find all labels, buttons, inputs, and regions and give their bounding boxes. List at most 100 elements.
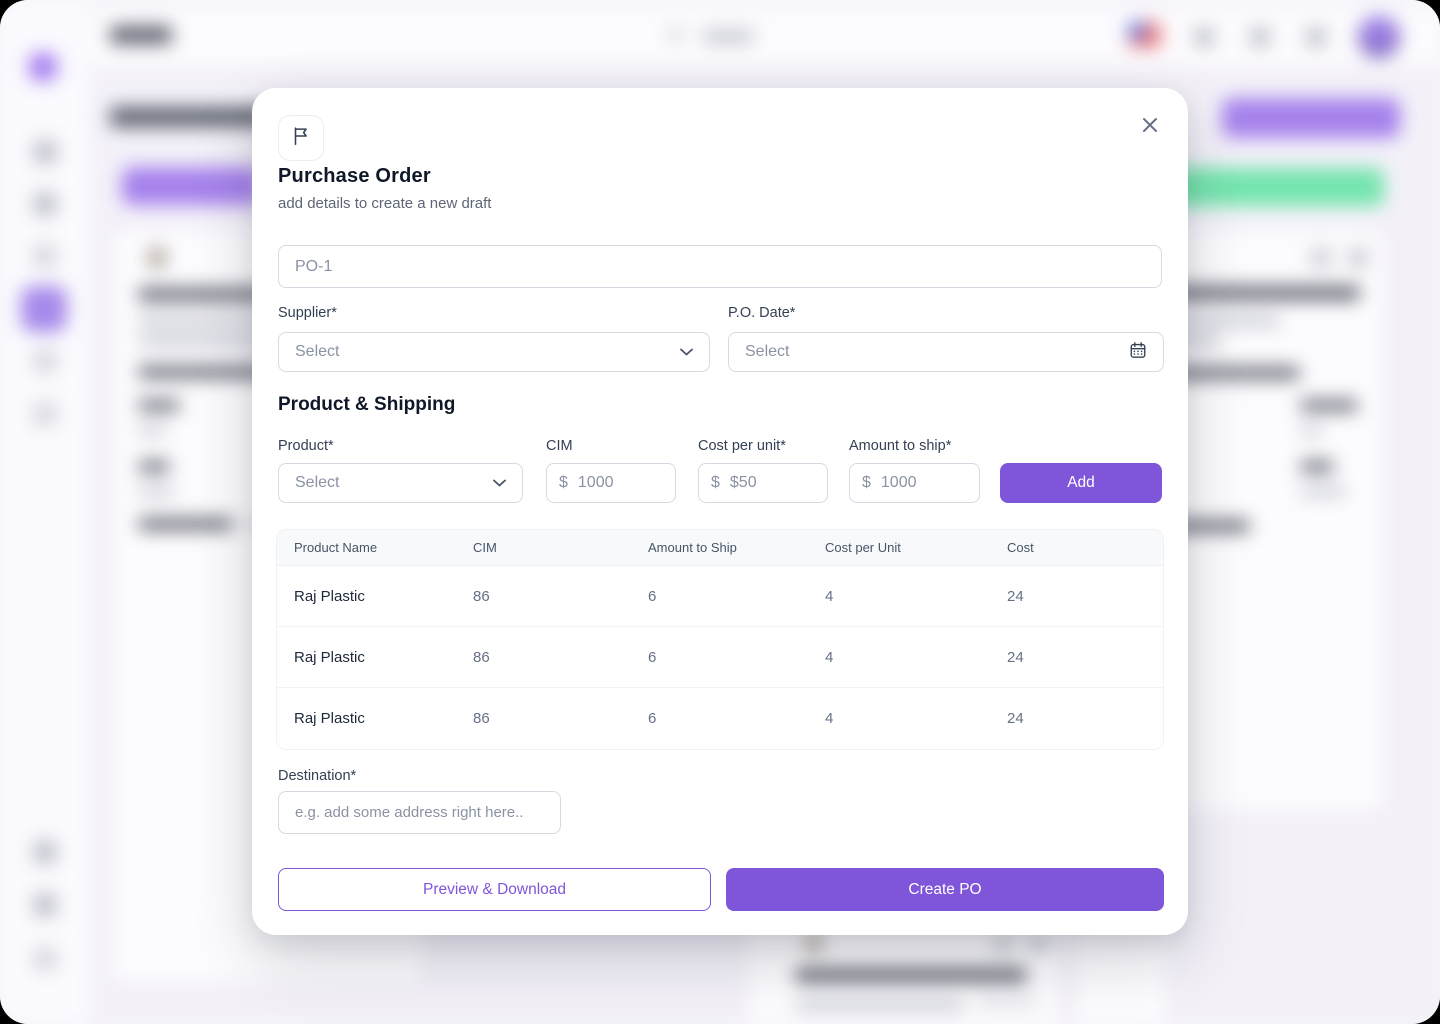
order-card xyxy=(748,928,1058,1024)
box-icon xyxy=(806,934,822,952)
blurred-text-line xyxy=(1300,400,1358,411)
blurred-text-line xyxy=(138,400,180,411)
blurred-text-line xyxy=(795,968,1027,982)
cell-cim: 86 xyxy=(473,710,490,727)
po-date-select-value: Select xyxy=(745,343,790,360)
language-flag-icon xyxy=(1128,22,1161,48)
sidebar-item-active xyxy=(21,286,67,332)
preview-download-button[interactable]: Preview & Download xyxy=(278,868,711,911)
cell-amount: 6 xyxy=(648,588,657,605)
cell-cost-per-unit: 4 xyxy=(825,588,834,605)
cell-cim: 86 xyxy=(473,588,490,605)
close-button[interactable] xyxy=(1138,115,1162,139)
po-number-field[interactable] xyxy=(278,245,1162,288)
sidebar xyxy=(0,0,90,1024)
modal-title: Purchase Order xyxy=(278,165,431,187)
sidebar-icon xyxy=(33,402,57,426)
supplier-select-value: Select xyxy=(295,343,340,360)
product-select[interactable]: Select xyxy=(278,463,523,503)
blurred-text-line xyxy=(138,316,343,326)
cost-per-unit-input[interactable] xyxy=(729,474,815,492)
column-header: CIM xyxy=(473,540,497,555)
table-row: Raj Plastic 86 6 4 24 xyxy=(277,688,1163,749)
chevron-down-icon xyxy=(680,343,693,361)
cell-cost: 24 xyxy=(1007,649,1024,666)
po-date-select[interactable]: Select xyxy=(728,332,1164,372)
create-new-po-button-blurred xyxy=(1222,98,1400,138)
product-select-value: Select xyxy=(295,474,340,491)
sidebar-icon xyxy=(33,947,57,971)
dollar-prefix: $ xyxy=(559,474,568,491)
search-icon xyxy=(668,27,683,42)
top-header xyxy=(90,8,1440,66)
blurred-text-line xyxy=(138,336,288,346)
po-date-label: P.O. Date* xyxy=(728,305,796,321)
table-row: Raj Plastic 86 6 4 24 xyxy=(277,566,1163,627)
card-icon xyxy=(1348,248,1368,268)
table-header-row: Product Name CIM Amount to Ship Cost per… xyxy=(277,530,1163,566)
card-icon xyxy=(994,934,1012,952)
cell-product-name: Raj Plastic xyxy=(294,710,365,727)
blurred-text-line xyxy=(1100,316,1280,326)
blurred-text-line xyxy=(138,487,174,496)
column-header: Cost per Unit xyxy=(825,540,901,555)
chevron-down-icon xyxy=(493,474,506,492)
cim-field[interactable]: $ xyxy=(546,463,676,503)
supplier-select[interactable]: Select xyxy=(278,332,710,372)
cim-label: CIM xyxy=(546,438,573,454)
app-logo xyxy=(28,52,58,82)
column-header: Amount to Ship xyxy=(648,540,737,555)
add-button[interactable]: Add xyxy=(1000,463,1162,503)
sidebar-icon xyxy=(33,893,57,917)
dollar-prefix: $ xyxy=(711,474,720,491)
order-tracking-title-blurred xyxy=(110,107,268,127)
calendar-icon xyxy=(1129,341,1147,364)
supplier-label: Supplier* xyxy=(278,305,337,321)
po-number-input[interactable] xyxy=(295,257,1145,276)
header-icon xyxy=(1193,26,1215,48)
header-icon xyxy=(1305,26,1327,48)
cell-cost: 24 xyxy=(1007,710,1024,727)
flag-icon-container xyxy=(278,115,324,161)
flag-icon xyxy=(290,125,312,152)
blurred-text-line xyxy=(976,996,1036,1006)
blurred-text-line xyxy=(138,461,170,472)
cell-cost-per-unit: 4 xyxy=(825,710,834,727)
cell-product-name: Raj Plastic xyxy=(294,588,365,605)
blurred-text-line xyxy=(1300,461,1334,472)
cell-amount: 6 xyxy=(648,649,657,666)
destination-field[interactable] xyxy=(278,791,561,834)
avatar xyxy=(1358,16,1400,58)
cell-cost-per-unit: 4 xyxy=(825,649,834,666)
dollar-prefix: $ xyxy=(862,474,871,491)
blurred-text-line xyxy=(138,518,233,530)
sidebar-icon xyxy=(33,192,57,216)
card-icon xyxy=(1029,934,1047,952)
amount-to-ship-label: Amount to ship* xyxy=(849,438,952,454)
amount-to-ship-field[interactable]: $ xyxy=(849,463,980,503)
cim-input[interactable] xyxy=(577,474,663,492)
product-shipping-section-title: Product & Shipping xyxy=(278,394,456,415)
destination-input[interactable] xyxy=(295,804,544,821)
modal-subtitle: add details to create a new draft xyxy=(278,195,492,212)
card-icon xyxy=(1311,248,1331,268)
cost-per-unit-field[interactable]: $ xyxy=(698,463,828,503)
destination-label: Destination* xyxy=(278,768,357,784)
cell-cim: 86 xyxy=(473,649,490,666)
filter-button-blurred xyxy=(122,167,260,205)
sidebar-icon xyxy=(33,140,57,164)
amount-to-ship-input[interactable] xyxy=(880,474,967,492)
cell-cost: 24 xyxy=(1007,588,1024,605)
blurred-text-line xyxy=(138,426,166,435)
cell-amount: 6 xyxy=(648,710,657,727)
create-po-button[interactable]: Create PO xyxy=(726,868,1164,911)
sidebar-icon xyxy=(33,244,57,268)
page-title-blurred xyxy=(110,26,172,44)
sidebar-icon xyxy=(33,840,57,864)
blurred-text-line xyxy=(1300,426,1322,435)
column-header: Product Name xyxy=(294,540,378,555)
order-card xyxy=(1076,938,1166,1024)
cell-product-name: Raj Plastic xyxy=(294,649,365,666)
box-icon xyxy=(148,248,166,268)
